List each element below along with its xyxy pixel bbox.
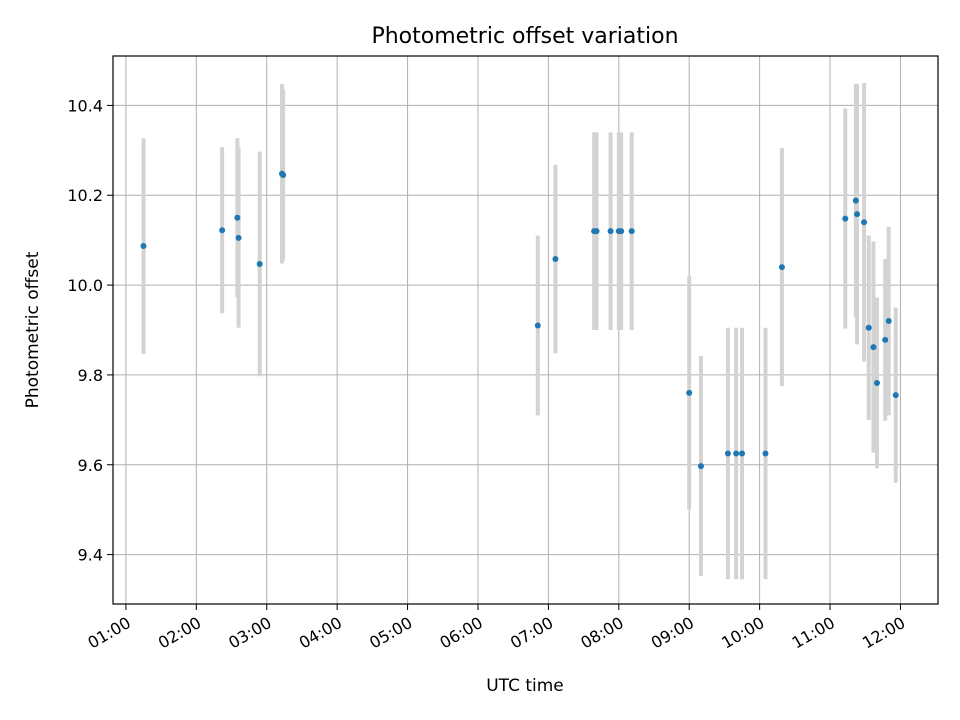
y-tick-label: 10.4 xyxy=(67,96,103,115)
data-point xyxy=(618,228,625,235)
data-point xyxy=(865,324,872,331)
data-point xyxy=(762,450,769,457)
x-tick-label: 11:00 xyxy=(789,613,838,653)
data-point xyxy=(235,234,242,241)
x-tick-label: 12:00 xyxy=(859,613,908,653)
y-axis-label: Photometric offset xyxy=(23,251,43,408)
data-point xyxy=(861,219,868,226)
x-tick-label: 05:00 xyxy=(366,613,415,653)
data-point xyxy=(873,380,880,387)
x-tick-label: 01:00 xyxy=(84,613,133,653)
data-points xyxy=(140,170,899,470)
data-point xyxy=(724,450,731,457)
y-tick-label: 10.0 xyxy=(67,276,103,295)
data-point xyxy=(593,228,600,235)
data-point xyxy=(892,392,899,399)
x-axis-ticks: 01:00 02:00 03:00 04:00 05:00 06:00 07:00 08:00… xyxy=(84,604,908,653)
data-point xyxy=(607,228,614,235)
data-point xyxy=(234,214,241,221)
plot-frame xyxy=(112,55,939,605)
grid xyxy=(113,56,938,604)
data-point xyxy=(854,211,861,218)
data-point xyxy=(552,256,559,263)
x-tick-label: 03:00 xyxy=(225,613,274,653)
data-point xyxy=(739,450,746,457)
y-tick-label: 9.4 xyxy=(78,546,103,565)
chart-title: Photometric offset variation xyxy=(371,24,678,49)
x-tick-label: 06:00 xyxy=(437,613,486,653)
data-point xyxy=(778,264,785,271)
y-tick-label: 9.6 xyxy=(78,456,103,475)
data-point xyxy=(842,215,849,222)
data-point xyxy=(870,344,877,351)
x-tick-label: 04:00 xyxy=(296,613,345,653)
y-tick-label: 10.2 xyxy=(67,186,103,205)
data-point xyxy=(733,450,740,457)
data-point xyxy=(697,463,704,470)
data-point xyxy=(885,318,892,325)
error-bars xyxy=(141,82,898,580)
data-point xyxy=(280,172,287,179)
data-point xyxy=(140,243,147,250)
y-tick-label: 9.8 xyxy=(78,366,103,385)
x-tick-label: 10:00 xyxy=(718,613,767,653)
data-point xyxy=(219,227,226,234)
data-point xyxy=(628,228,635,235)
x-axis-label: UTC time xyxy=(486,676,564,696)
y-axis-ticks: 9.4 9.6 9.8 10.0 10.2 10.4 xyxy=(67,96,113,565)
data-point xyxy=(534,322,541,329)
data-point xyxy=(882,336,889,343)
x-tick-label: 07:00 xyxy=(507,613,556,653)
x-tick-label: 08:00 xyxy=(577,613,626,653)
data-point xyxy=(852,197,859,204)
x-tick-label: 02:00 xyxy=(155,613,204,653)
x-tick-label: 09:00 xyxy=(648,613,697,653)
data-point xyxy=(686,389,693,396)
data-point xyxy=(256,260,263,267)
